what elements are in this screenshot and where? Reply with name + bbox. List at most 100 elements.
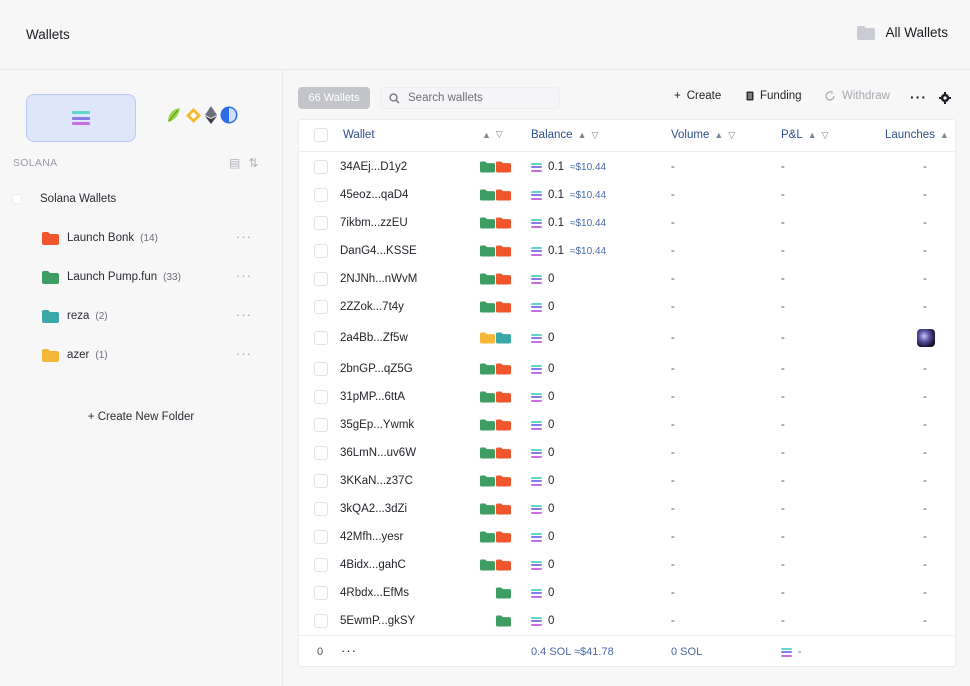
chain-tab-others[interactable] — [166, 106, 238, 124]
column-wallet[interactable]: Wallet — [343, 129, 375, 141]
table-row[interactable]: 3kQA2...3dZi 0 - - - — [299, 495, 955, 523]
table-row[interactable]: 45eoz...qaD4 0.1 ≈$10.44 - - - — [299, 181, 955, 209]
table-row[interactable]: 4Rbdx...EfMs 0 - - - — [299, 579, 955, 607]
search-input[interactable] — [408, 92, 548, 104]
row-checkbox[interactable] — [314, 272, 328, 286]
all-wallets-button[interactable]: All Wallets — [857, 25, 948, 40]
row-checkbox[interactable] — [314, 502, 328, 516]
more-icon[interactable]: ··· — [236, 229, 252, 244]
row-checkbox[interactable] — [314, 558, 328, 572]
folder-item[interactable]: Launch Pump.fun (33) ··· — [42, 265, 262, 289]
wallet-address[interactable]: 2a4Bb...Zf5w — [340, 332, 408, 344]
row-checkbox[interactable] — [314, 160, 328, 174]
wallet-address[interactable]: 7ikbm...zzEU — [340, 217, 408, 229]
wallet-address[interactable]: 2bnGP...qZ5G — [340, 363, 413, 375]
launch-token-image[interactable] — [917, 329, 935, 347]
column-balance[interactable]: Balance ▲︎ ▽ — [531, 129, 598, 141]
wallet-group-solana[interactable]: Solana Wallets — [12, 188, 268, 210]
folder-item[interactable]: azer (1) ··· — [42, 343, 262, 367]
sort-icon[interactable]: ⇅ — [248, 156, 259, 170]
column-pnl[interactable]: P&L ▲︎ ▽ — [781, 129, 829, 141]
table-row[interactable]: DanG4...KSSE 0.1 ≈$10.44 - - - — [299, 237, 955, 265]
row-checkbox[interactable] — [314, 188, 328, 202]
folder-count: (1) — [95, 349, 108, 361]
row-checkbox[interactable] — [314, 586, 328, 600]
row-checkbox[interactable] — [314, 300, 328, 314]
folder-item[interactable]: Launch Bonk (14) ··· — [42, 226, 262, 250]
sort-icon[interactable]: ▲︎ — [482, 129, 491, 140]
wallet-address[interactable]: 4Bidx...gahC — [340, 559, 406, 571]
table-row[interactable]: 36LmN...uv6W 0 - - - — [299, 439, 955, 467]
wallet-pnl: - — [781, 587, 785, 599]
wallet-address[interactable]: 45eoz...qaD4 — [340, 189, 409, 201]
wallet-address[interactable]: 2NJNh...nWvM — [340, 273, 418, 285]
table-row[interactable]: 34AEj...D1y2 0.1 ≈$10.44 - - - — [299, 153, 955, 181]
table-row[interactable]: 42Mfh...yesr 0 - - - — [299, 523, 955, 551]
create-button[interactable]: + Create — [674, 90, 721, 102]
select-all-checkbox[interactable] — [314, 128, 328, 142]
wallet-address[interactable]: 3KKaN...z37C — [340, 475, 413, 487]
more-icon[interactable]: ··· — [236, 268, 252, 283]
wallet-address[interactable]: DanG4...KSSE — [340, 245, 417, 257]
row-checkbox[interactable] — [314, 331, 328, 345]
more-icon[interactable]: ··· — [236, 307, 252, 322]
wallet-address[interactable]: 42Mfh...yesr — [340, 531, 404, 543]
footer-more-icon[interactable]: ··· — [341, 643, 357, 658]
filter-icon[interactable]: ▽ — [821, 129, 829, 140]
table-row[interactable]: 2bnGP...qZ5G 0 - - - — [299, 355, 955, 383]
column-volume[interactable]: Volume ▲︎ ▽ — [671, 129, 735, 141]
table-row[interactable]: 2ZZok...7t4y 0 - - - — [299, 293, 955, 321]
row-checkbox[interactable] — [314, 530, 328, 544]
wallet-column-controls[interactable]: ▲︎ ▽ — [482, 129, 503, 140]
wallet-balance: 0.1 ≈$10.44 — [531, 217, 606, 229]
search-box[interactable] — [380, 87, 560, 109]
wallet-address[interactable]: 5EwmP...gkSY — [340, 615, 416, 627]
sort-icon[interactable]: ▲︎ — [939, 130, 949, 140]
archive-icon[interactable]: ▤ — [229, 156, 241, 170]
row-checkbox[interactable] — [314, 614, 328, 628]
folder-item[interactable]: reza (2) ··· — [42, 304, 262, 328]
wallets-table: Wallet ▲︎ ▽ Balance ▲︎ ▽ Volume ▲︎ ▽ P&L… — [298, 119, 956, 667]
row-checkbox[interactable] — [314, 418, 328, 432]
filter-icon[interactable]: ▽ — [591, 129, 599, 140]
row-checkbox[interactable] — [314, 390, 328, 404]
settings-icon[interactable] — [939, 92, 951, 104]
table-row[interactable]: 35gEp...Ywmk 0 - - - — [299, 411, 955, 439]
wallet-address[interactable]: 2ZZok...7t4y — [340, 301, 404, 313]
table-row[interactable]: 7ikbm...zzEU 0.1 ≈$10.44 - - - — [299, 209, 955, 237]
table-row[interactable]: 4Bidx...gahC 0 - - - — [299, 551, 955, 579]
wallet-address[interactable]: 36LmN...uv6W — [340, 447, 417, 459]
chain-tab-solana[interactable] — [26, 94, 136, 142]
column-launches[interactable]: Launches ▲︎ — [885, 129, 949, 141]
more-icon[interactable]: ··· — [236, 346, 252, 361]
sort-icon[interactable]: ▲︎ — [714, 130, 724, 140]
funding-button[interactable]: Funding — [746, 90, 802, 102]
table-row[interactable]: 31pMP...6ttA 0 - - - — [299, 383, 955, 411]
wallet-address[interactable]: 34AEj...D1y2 — [340, 161, 408, 173]
row-checkbox[interactable] — [314, 446, 328, 460]
create-folder-button[interactable]: + Create New Folder — [87, 411, 195, 423]
more-options-icon[interactable]: ··· — [910, 89, 927, 105]
table-row[interactable]: 5EwmP...gkSY 0 - - - — [299, 607, 955, 635]
wallet-address[interactable]: 31pMP...6ttA — [340, 391, 405, 403]
row-checkbox[interactable] — [314, 474, 328, 488]
filter-icon[interactable]: ▽ — [495, 129, 503, 139]
sort-icon[interactable]: ▲︎ — [577, 130, 587, 140]
folder-icon — [496, 332, 511, 344]
table-row[interactable]: 3KKaN...z37C 0 - - - — [299, 467, 955, 495]
wallet-pnl: - — [781, 273, 785, 285]
balance-sol: 0 — [548, 559, 555, 571]
wallet-address[interactable]: 35gEp...Ywmk — [340, 419, 415, 431]
row-checkbox[interactable] — [314, 362, 328, 376]
ethereum-icon — [205, 106, 217, 124]
sort-icon[interactable]: ▲︎ — [807, 130, 817, 140]
row-checkbox[interactable] — [314, 216, 328, 230]
wallet-address[interactable]: 3kQA2...3dZi — [340, 503, 408, 515]
table-row[interactable]: 2NJNh...nWvM 0 - - - — [299, 265, 955, 293]
withdraw-button[interactable]: Withdraw — [825, 90, 890, 102]
row-checkbox[interactable] — [314, 244, 328, 258]
wallet-address[interactable]: 4Rbdx...EfMs — [340, 587, 410, 599]
filter-icon[interactable]: ▽ — [728, 129, 736, 140]
group-checkbox[interactable] — [12, 194, 22, 204]
table-row[interactable]: 2a4Bb...Zf5w 0 - - — [299, 321, 955, 355]
